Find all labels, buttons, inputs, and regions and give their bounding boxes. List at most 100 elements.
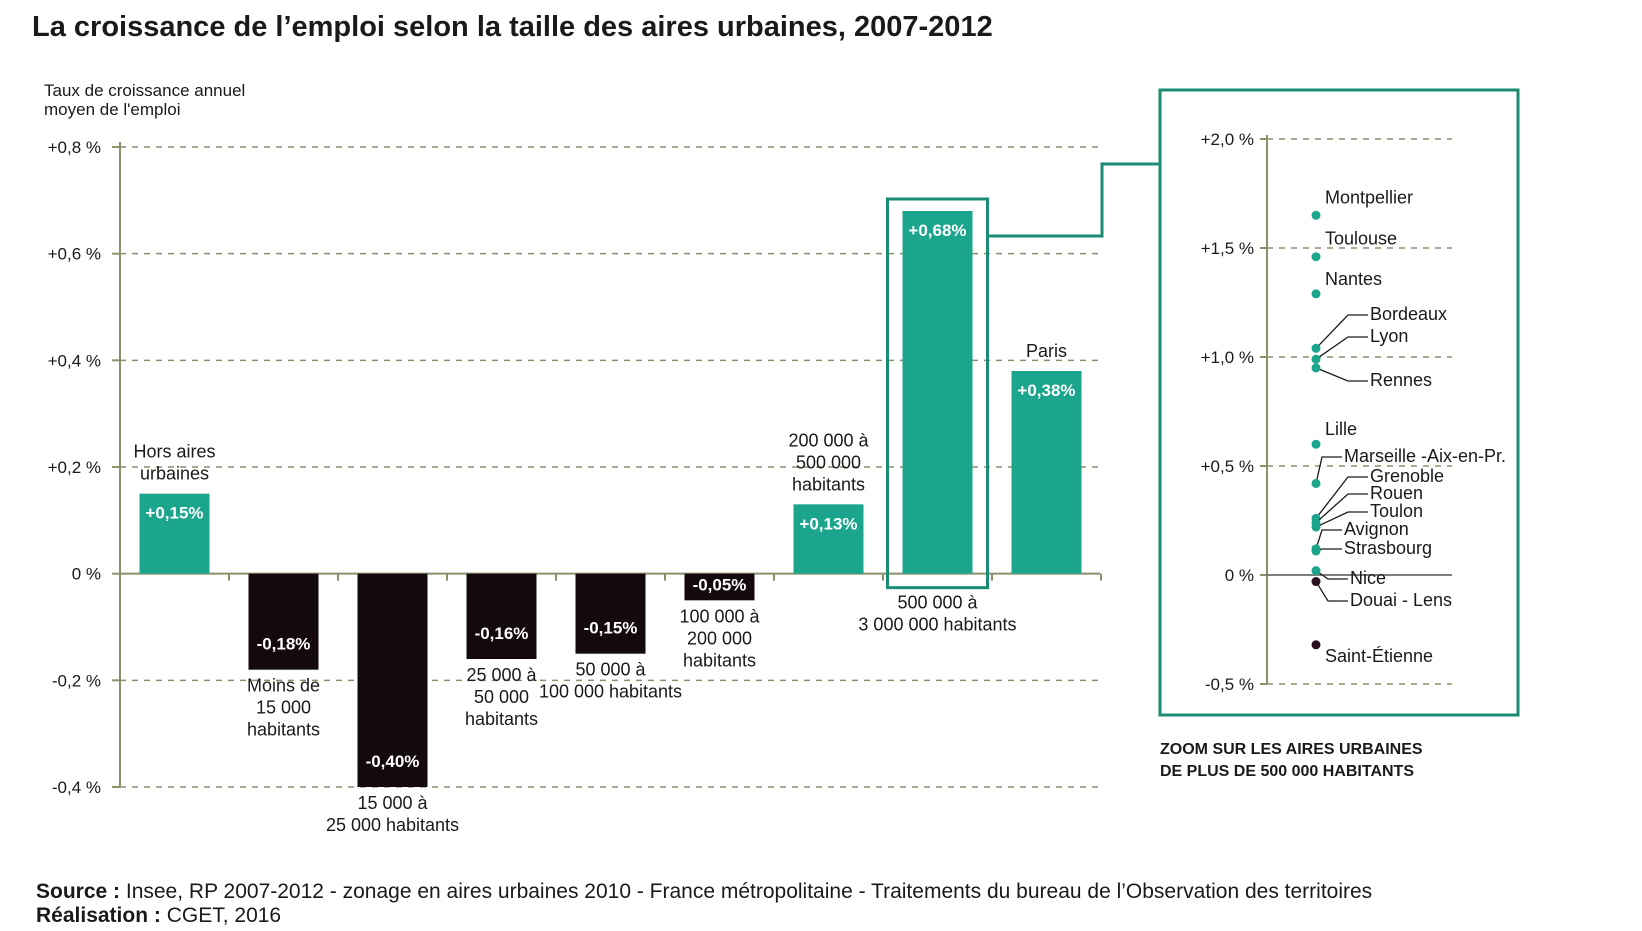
source-label: Source : [36, 880, 120, 903]
y-tick-label: +0,4 % [48, 351, 101, 370]
category-label: Hors aires [133, 442, 215, 462]
city-point [1311, 566, 1321, 576]
realisation-label: Réalisation : [36, 904, 161, 927]
y-tick-label: -0,4 % [52, 778, 101, 797]
bar [248, 573, 319, 670]
realisation-line: Réalisation : CGET, 2016 [36, 904, 281, 927]
zoom-y-tick-label: +1,5 % [1201, 239, 1254, 258]
city-label: Lille [1325, 419, 1357, 439]
category-label: 3 000 000 habitants [858, 615, 1016, 635]
zoom-y-tick-label: +2,0 % [1201, 130, 1254, 149]
bar-value-label: -0,05% [693, 576, 747, 595]
city-point [1311, 363, 1321, 373]
category-label: habitants [683, 650, 756, 670]
category-label: 200 000 à [788, 430, 869, 450]
y-tick-label: +0,6 % [48, 245, 101, 264]
leader-line [1315, 493, 1368, 524]
zoom-frame [1158, 88, 1520, 717]
category-label: 100 000 à [679, 606, 760, 626]
bar-value-label: +0,13% [799, 514, 857, 533]
city-point [1311, 210, 1321, 220]
bar-value-label: -0,40% [366, 752, 420, 771]
city-point [1311, 478, 1321, 488]
city-label: Toulon [1370, 501, 1423, 521]
category-label: 15 000 [256, 698, 311, 718]
zoom-y-tick-label: +0,5 % [1201, 457, 1254, 476]
y-tick-label: 0 % [72, 565, 101, 584]
bar [793, 504, 864, 574]
city-point [1311, 252, 1321, 262]
bar-value-label: -0,18% [257, 635, 311, 654]
city-point [1311, 439, 1321, 449]
bar-value-label: +0,38% [1017, 381, 1075, 400]
city-label: Montpellier [1325, 187, 1413, 207]
category-label: 500 000 à [897, 593, 978, 613]
city-label: Toulouse [1325, 229, 1397, 249]
category-label: urbaines [140, 464, 209, 484]
y-tick-label: +0,8 % [48, 138, 101, 157]
y-tick-label: +0,2 % [48, 458, 101, 477]
city-point [1311, 546, 1321, 556]
source-line: Source : Insee, RP 2007-2012 - zonage en… [36, 880, 1372, 903]
zoom-caption: ZOOM SUR LES AIRES URBAINES [1160, 741, 1423, 758]
bar [575, 573, 646, 654]
city-label: Lyon [1370, 326, 1408, 346]
city-label: Marseille -Aix-en-Pr. [1344, 446, 1506, 466]
city-label: Nice [1350, 568, 1386, 588]
zoom-caption: DE PLUS DE 500 000 HABITANTS [1160, 763, 1414, 780]
bar [466, 573, 537, 659]
leader-line [1315, 336, 1368, 360]
bar [139, 493, 210, 574]
leader-line [1315, 456, 1342, 484]
city-label: Rennes [1370, 370, 1432, 390]
bar [902, 211, 973, 574]
source-text: Insee, RP 2007-2012 - zonage en aires ur… [120, 880, 1372, 903]
category-label: 500 000 [796, 452, 861, 472]
zoom-y-tick-label: -0,5 % [1205, 675, 1254, 694]
city-point [1311, 354, 1321, 364]
zoom-y-tick-label: +1,0 % [1201, 348, 1254, 367]
category-label: habitants [792, 474, 865, 494]
category-label: Moins de [247, 676, 320, 696]
zoom-connector [987, 162, 1160, 238]
city-point [1311, 343, 1321, 353]
city-point [1311, 289, 1321, 299]
leader-line [1315, 476, 1368, 519]
city-label: Rouen [1370, 483, 1423, 503]
y-tick-label: -0,2 % [52, 671, 101, 690]
zoom-y-tick-label: 0 % [1225, 566, 1254, 585]
leader-line [1315, 367, 1368, 382]
bar-value-label: -0,15% [584, 619, 638, 638]
city-point [1311, 640, 1321, 650]
bar [684, 573, 755, 601]
bar [357, 573, 428, 787]
leader-line [1315, 570, 1348, 580]
category-label: habitants [465, 709, 538, 729]
realisation-text: CGET, 2016 [161, 904, 281, 927]
category-label: 200 000 [687, 628, 752, 648]
city-label: Saint-Étienne [1325, 646, 1433, 666]
leader-line [1315, 511, 1368, 528]
category-label: 15 000 à [357, 793, 428, 813]
category-label: Paris [1026, 341, 1067, 361]
city-label: Nantes [1325, 269, 1382, 289]
bar-value-label: -0,16% [475, 624, 529, 643]
category-label: habitants [247, 720, 320, 740]
category-label: 50 000 à [575, 660, 646, 680]
category-label: 25 000 à [466, 665, 537, 685]
bar [1011, 371, 1082, 574]
chart-title: La croissance de l’emploi selon la taill… [32, 11, 993, 43]
leader-line [1315, 314, 1368, 349]
city-label: Bordeaux [1370, 304, 1447, 324]
category-label: 25 000 habitants [326, 815, 459, 835]
city-point [1311, 522, 1321, 532]
city-label: Avignon [1344, 519, 1409, 539]
bar-value-label: +0,15% [145, 504, 203, 523]
y-axis-label: Taux de croissance annuel [44, 81, 245, 100]
bar-value-label: +0,68% [908, 221, 966, 240]
city-label: Grenoble [1370, 466, 1444, 486]
leader-line [1315, 529, 1342, 550]
city-label: Strasbourg [1344, 538, 1432, 558]
